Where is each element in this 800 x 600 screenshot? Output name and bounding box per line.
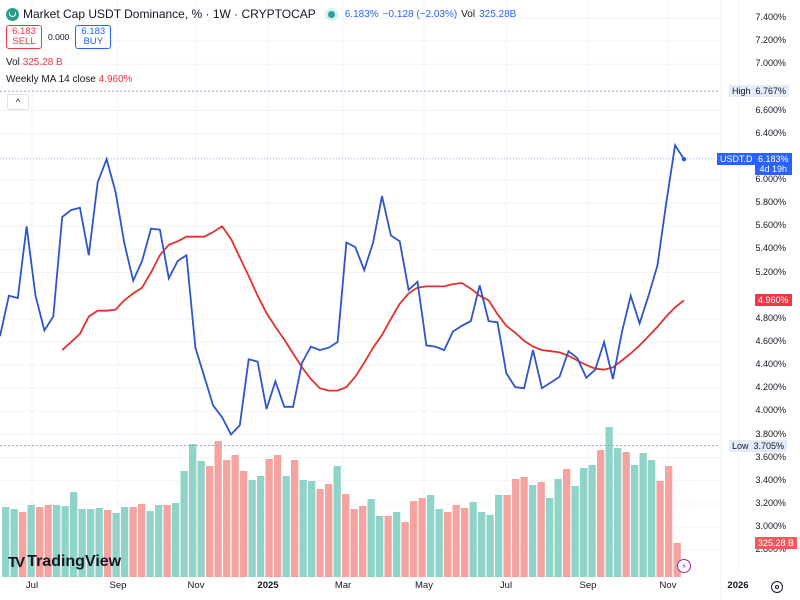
- price-axis-tick: 5.600%: [755, 220, 786, 231]
- last-value: 6.183%: [344, 8, 379, 20]
- low-tag: Low 3.705%: [729, 439, 788, 452]
- high-value: 6.767%: [755, 86, 787, 97]
- tether-logo-icon: [6, 7, 19, 21]
- ma-legend-label: Weekly MA 14 close: [6, 74, 96, 85]
- volume-legend[interactable]: Vol 325.28 B: [6, 57, 516, 68]
- time-axis-tick: Nov: [659, 580, 677, 591]
- volume-legend-value: 325.28 B: [22, 57, 63, 68]
- settings-icon[interactable]: [771, 581, 783, 593]
- price-axis-tick: 3.200%: [755, 497, 786, 508]
- tradingview-wordmark: TradingView: [27, 553, 122, 570]
- header-vol-label: Vol: [461, 8, 476, 20]
- price-axis-tick: 3.000%: [755, 521, 786, 532]
- time-axis-tick: Mar: [334, 580, 352, 591]
- buy-label: BUY: [83, 36, 104, 47]
- price-axis-tick: 4.800%: [755, 312, 786, 323]
- tradingview-mark-icon: TV: [8, 553, 25, 571]
- price-line: [0, 142, 685, 437]
- price-axis-tick: 3.400%: [755, 474, 786, 485]
- current-price-value: 6.183%: [758, 153, 789, 164]
- price-axis-tick: 5.200%: [755, 266, 786, 277]
- ma-legend-value: 4.960%: [98, 74, 133, 85]
- price-axis-tick: 5.800%: [755, 197, 786, 208]
- price-axis-tick: 7.000%: [755, 58, 786, 69]
- symbol-tag: USDT.D: [717, 152, 756, 165]
- trade-buttons: 6.183 SELL 0.000 6.183 BUY: [6, 25, 516, 49]
- price-axis-tick: 7.400%: [755, 12, 786, 22]
- volume-tag: 325.28 B: [755, 537, 798, 549]
- price-axis-tick: 2.800%: [755, 544, 786, 555]
- time-axis-tick: Sep: [579, 580, 597, 591]
- price-axis-tick: 3.600%: [755, 451, 786, 462]
- volume-bars: [2, 427, 681, 577]
- sell-price: 6.183: [12, 26, 36, 37]
- volume-legend-label: Vol: [6, 57, 20, 68]
- time-axis-tick: 2025: [257, 580, 279, 591]
- time-axis-tick: Nov: [187, 580, 205, 591]
- lightning-icon[interactable]: ⚡: [677, 559, 691, 573]
- high-label: High: [732, 86, 751, 97]
- current-price-tag: 6.183% 4d 19h: [755, 152, 792, 175]
- time-axis-tick: Jul: [499, 580, 513, 591]
- price-axis-tick: 6.000%: [755, 173, 786, 184]
- time-axis-tick: May: [415, 580, 433, 591]
- price-axis-tick: 5.400%: [755, 243, 786, 254]
- tradingview-logo[interactable]: TV TradingView: [8, 553, 121, 571]
- ma-legend[interactable]: Weekly MA 14 close 4.960%: [6, 74, 516, 85]
- last-point-marker: [681, 156, 687, 162]
- time-axis-tick: Jul: [25, 580, 39, 591]
- change-value: −0.128 (−2.03%): [382, 8, 458, 20]
- low-label: Low: [732, 440, 749, 451]
- price-axis-tick: 4.000%: [755, 405, 786, 416]
- ma-line: [61, 225, 685, 392]
- sell-label: SELL: [12, 36, 36, 47]
- time-axis-tick: 2026: [727, 580, 749, 591]
- buy-price: 6.183: [81, 26, 106, 37]
- price-axis-tick: 4.200%: [755, 382, 786, 393]
- market-status-icon[interactable]: [327, 10, 335, 18]
- symbol-header[interactable]: Market Cap USDT Dominance, % · 1W · CRYP…: [6, 7, 516, 21]
- price-axis-tick: 7.200%: [755, 35, 786, 46]
- price-axis-tick: 4.400%: [755, 359, 786, 370]
- chevron-up-icon: ^: [15, 97, 21, 107]
- low-value: 3.705%: [753, 440, 785, 451]
- buy-button[interactable]: 6.183 BUY: [75, 25, 112, 49]
- price-axis-tick: 4.600%: [755, 335, 786, 346]
- spread-value: 0.000: [48, 32, 70, 42]
- price-axis-tick: 3.800%: [755, 428, 786, 439]
- symbol-title[interactable]: Market Cap USDT Dominance, % · 1W · CRYP…: [23, 7, 316, 21]
- sell-button[interactable]: 6.183 SELL: [6, 25, 42, 49]
- price-axis-tick: 6.400%: [755, 127, 786, 138]
- bar-countdown: 4d 19h: [759, 163, 788, 174]
- time-axis-tick: Sep: [109, 580, 127, 591]
- price-axis-tick: 6.600%: [755, 104, 786, 115]
- collapse-legend-button[interactable]: ^: [7, 94, 29, 110]
- grid-lines: [0, 0, 739, 575]
- ma-price-tag: 4.960%: [755, 294, 792, 307]
- high-tag: High 6.767%: [729, 85, 790, 98]
- chart-legend: Market Cap USDT Dominance, % · 1W · CRYP…: [6, 7, 516, 85]
- header-vol-value: 325.28B: [479, 8, 517, 20]
